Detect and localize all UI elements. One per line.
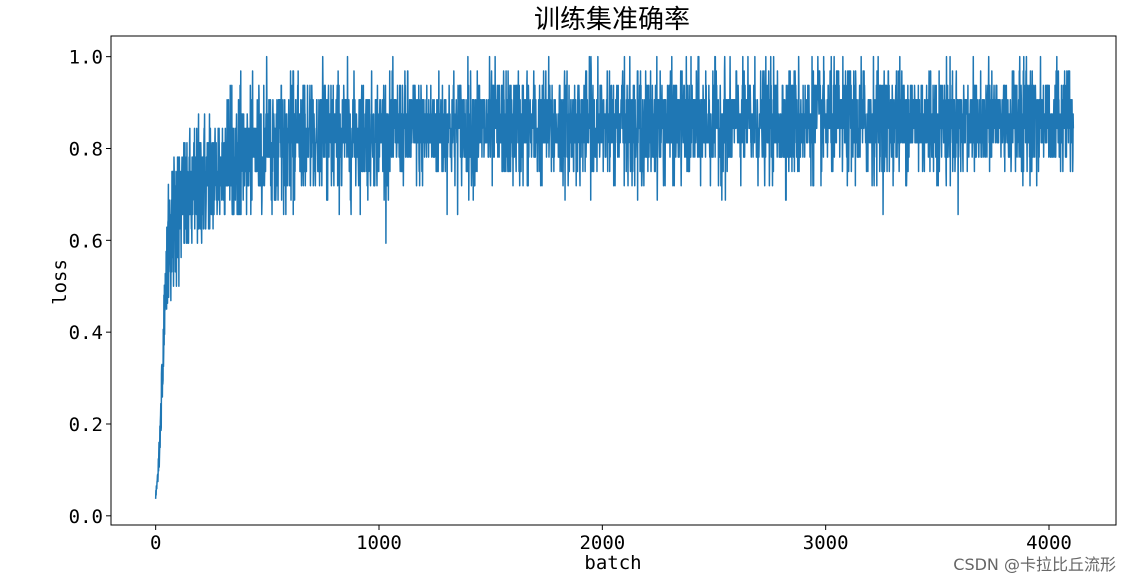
x-tick-label: 4000	[1026, 532, 1072, 554]
plot-area	[154, 55, 1075, 499]
y-tick-label: 0.2	[69, 414, 103, 436]
chart-title: 训练集准确率	[534, 5, 690, 35]
y-tick-label: 1.0	[69, 47, 103, 69]
x-tick-label: 1000	[356, 532, 402, 554]
axes-frame	[110, 35, 1117, 526]
y-tick-label: 0.0	[69, 506, 103, 528]
x-axis-label: batch	[584, 552, 641, 574]
y-tick-label: 0.8	[69, 138, 103, 160]
accuracy-series-line	[154, 55, 1075, 499]
x-axis-ticks: 0 1000 2000 3000 4000	[150, 525, 1072, 554]
y-axis-ticks: 0.0 0.2 0.4 0.6 0.8 1.0	[69, 47, 111, 528]
y-tick-label: 0.6	[69, 230, 103, 252]
watermark: CSDN @卡拉比丘流形	[953, 555, 1116, 574]
x-tick-label: 3000	[803, 532, 849, 554]
y-tick-label: 0.4	[69, 322, 103, 344]
y-axis-label: loss	[49, 259, 71, 305]
series-group	[154, 55, 1075, 499]
x-tick-label: 2000	[579, 532, 625, 554]
x-tick-label: 0	[150, 532, 161, 554]
